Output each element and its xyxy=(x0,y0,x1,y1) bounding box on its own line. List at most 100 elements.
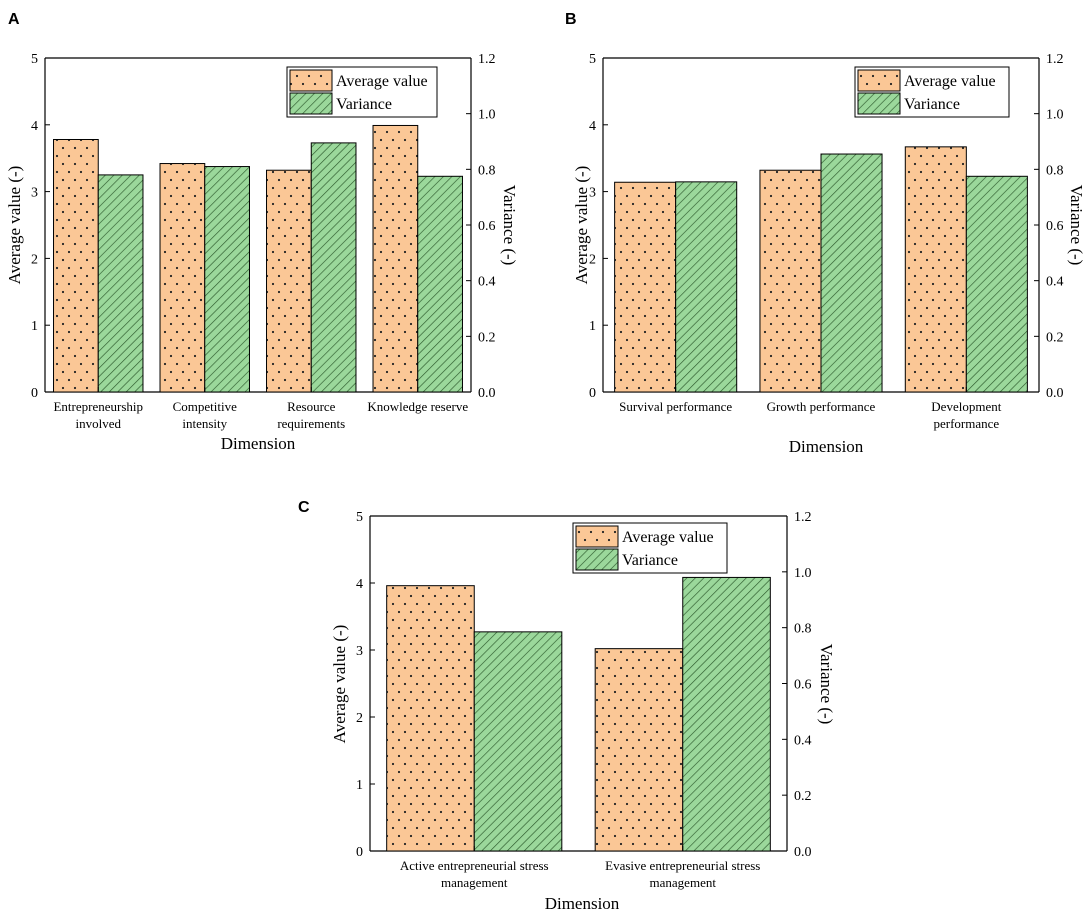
y-right-ticks: 0.0 0.2 0.4 0.6 0.8 1.0 1.2 xyxy=(1034,52,1064,401)
category-labels: Entrepreneurship involved Competitive inten… xyxy=(53,399,468,431)
category-label: Entrepreneurship involved xyxy=(53,399,143,431)
bar-variance xyxy=(97,174,144,393)
bar-variance xyxy=(473,631,563,852)
bar-variance xyxy=(204,166,250,393)
legend-swatch-variance xyxy=(857,92,901,115)
category-labels: Survival performance Growth performance De… xyxy=(619,399,1002,431)
bar-variance xyxy=(675,181,738,393)
y-right-tick-label: 0.6 xyxy=(478,219,496,234)
y-left-tick-label: 5 xyxy=(31,52,38,67)
y-right-tick-label: 1.2 xyxy=(478,52,496,67)
legend-label-variance: Variance xyxy=(904,96,960,113)
x-axis-title: Dimension xyxy=(545,894,620,913)
y-right-tick-label: 1.0 xyxy=(1046,108,1064,123)
legend-label-average: Average value xyxy=(336,73,428,90)
y-left-tick-label: 2 xyxy=(589,252,596,267)
y-right-tick-label: 0.8 xyxy=(1046,163,1064,178)
bar-variance xyxy=(310,142,357,393)
bar-average-value xyxy=(372,124,419,393)
y-left-tick-label: 1 xyxy=(31,319,38,334)
legend: Average value Variance xyxy=(572,522,728,574)
legend-swatch-average xyxy=(575,525,619,548)
y-right-tick-label: 0.4 xyxy=(1046,275,1064,290)
y-left-tick-label: 3 xyxy=(589,186,596,201)
bar-average-value xyxy=(904,146,967,393)
y-axis-left-title: Average value (-) xyxy=(572,166,591,285)
y-right-tick-label: 0.4 xyxy=(478,275,496,290)
y-left-ticks: 0 1 2 3 4 5 xyxy=(356,510,375,860)
legend: Average value Variance xyxy=(854,66,1010,118)
bar-average-value xyxy=(266,169,312,393)
y-left-tick-label: 2 xyxy=(31,252,38,267)
bars-group xyxy=(614,146,1028,393)
legend-swatch-variance xyxy=(575,548,619,571)
legend-label-average: Average value xyxy=(622,529,714,546)
y-left-tick-label: 1 xyxy=(356,778,363,793)
y-left-tick-label: 0 xyxy=(589,386,596,401)
y-left-tick-label: 2 xyxy=(356,711,363,726)
bar-average-value xyxy=(594,648,684,852)
category-label: Competitive intensity xyxy=(173,399,238,431)
chart-panel-a: A 0 1 2 3 4 5 0.0 0.2 0.4 0.6 0.8 1.0 1.2 Entrepren… xyxy=(5,11,519,453)
legend-swatch-variance xyxy=(289,92,333,115)
y-left-tick-label: 5 xyxy=(589,52,596,67)
bar-average-value xyxy=(759,169,822,393)
y-right-tick-label: 0.2 xyxy=(794,789,812,804)
y-right-tick-label: 0.6 xyxy=(794,678,812,693)
y-right-tick-label: 0.0 xyxy=(478,386,496,401)
y-left-tick-label: 3 xyxy=(31,186,38,201)
category-label: Evasive entrepreneurial stress management xyxy=(605,858,760,890)
category-label: Growth performance xyxy=(767,399,876,414)
y-left-tick-label: 4 xyxy=(589,119,596,134)
y-left-tick-label: 0 xyxy=(31,386,38,401)
x-axis-title: Dimension xyxy=(789,437,864,456)
y-left-ticks: 0 1 2 3 4 5 xyxy=(589,52,608,401)
x-axis-title: Dimension xyxy=(221,434,296,453)
y-axis-left-title: Average value (-) xyxy=(330,625,349,744)
legend-label-variance: Variance xyxy=(336,96,392,113)
legend: Average value Variance xyxy=(286,66,438,118)
y-right-tick-label: 0.8 xyxy=(478,163,496,178)
bar-average-value xyxy=(386,585,475,852)
panel-label-a: A xyxy=(8,11,20,28)
y-right-tick-label: 0.0 xyxy=(794,845,812,860)
legend-label-variance: Variance xyxy=(622,552,678,569)
y-right-ticks: 0.0 0.2 0.4 0.6 0.8 1.0 1.2 xyxy=(782,510,812,860)
y-right-tick-label: 0.4 xyxy=(794,733,812,748)
y-left-tick-label: 4 xyxy=(31,119,38,134)
category-label: Survival performance xyxy=(619,399,732,414)
y-right-tick-label: 0.2 xyxy=(1046,330,1064,345)
category-labels: Active entrepreneurial stress management E… xyxy=(400,858,760,890)
y-right-tick-label: 0.6 xyxy=(1046,219,1064,234)
bar-average-value xyxy=(53,138,99,393)
y-right-tick-label: 0.0 xyxy=(1046,386,1064,401)
bar-variance xyxy=(417,175,463,393)
chart-panel-c: C 0 1 2 3 4 5 0.0 0.2 0.4 0.6 0.8 1.0 1.2 Active en… xyxy=(298,499,836,913)
bar-variance xyxy=(965,175,1028,393)
y-left-tick-label: 5 xyxy=(356,510,363,525)
bars-group xyxy=(386,576,771,852)
y-right-tick-label: 0.2 xyxy=(478,330,496,345)
bars-group xyxy=(53,124,463,393)
chart-panel-b: B 0 1 2 3 4 5 0.0 0.2 0.4 0.6 0.8 1.0 1.2 Survival … xyxy=(565,11,1084,456)
bar-average-value xyxy=(159,163,206,393)
y-axis-right-title: Variance (-) xyxy=(500,185,519,266)
category-label: Development performance xyxy=(931,399,1001,431)
y-right-tick-label: 1.0 xyxy=(478,108,496,123)
y-left-tick-label: 0 xyxy=(356,845,363,860)
y-left-tick-label: 3 xyxy=(356,644,363,659)
y-right-ticks: 0.0 0.2 0.4 0.6 0.8 1.0 1.2 xyxy=(466,52,496,401)
bar-average-value xyxy=(614,181,677,393)
panel-label-c: C xyxy=(298,499,310,516)
category-label: Resource requirements xyxy=(277,399,345,431)
bar-variance xyxy=(820,153,883,393)
y-right-tick-label: 1.0 xyxy=(794,566,812,581)
bar-variance xyxy=(682,576,771,852)
category-label: Knowledge reserve xyxy=(367,399,468,414)
y-left-tick-label: 1 xyxy=(589,319,596,334)
panel-label-b: B xyxy=(565,11,577,28)
y-axis-left-title: Average value (-) xyxy=(5,166,24,285)
y-right-tick-label: 1.2 xyxy=(794,510,812,525)
y-right-tick-label: 1.2 xyxy=(1046,52,1064,67)
